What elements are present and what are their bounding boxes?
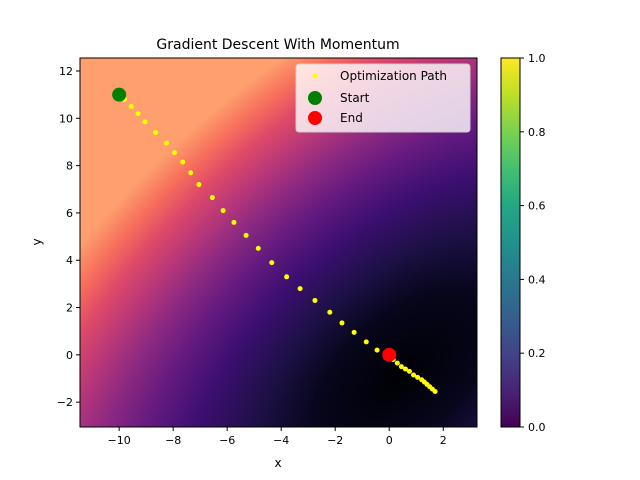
y-tick-label: 12 <box>59 65 73 78</box>
y-axis: −2 0 2 4 6 8 10 12 <box>57 65 80 409</box>
end-point <box>382 347 397 362</box>
y-tick-label: 4 <box>66 254 73 267</box>
path-point <box>394 360 400 366</box>
path-point <box>297 286 303 292</box>
x-tick-label: −6 <box>219 434 235 447</box>
legend-marker-end <box>308 111 322 125</box>
y-tick-label: 8 <box>66 160 73 173</box>
path-point <box>406 368 412 374</box>
x-axis-label: x <box>274 456 281 470</box>
legend-marker-path <box>312 73 318 79</box>
x-tick-label: −4 <box>273 434 289 447</box>
colorbar-tick-label: 0.4 <box>528 273 546 286</box>
path-point <box>180 159 186 165</box>
y-axis-label: y <box>30 238 44 245</box>
colorbar-tick-label: 1.0 <box>528 52 546 65</box>
path-point <box>142 119 148 125</box>
y-tick-label: 10 <box>59 112 73 125</box>
colorbar-tick-label: 0.0 <box>528 421 546 434</box>
colorbar-tick-label: 0.2 <box>528 347 546 360</box>
colorbar: 0.0 0.2 0.4 0.6 0.8 1.0 <box>500 52 546 434</box>
x-tick-label: −2 <box>327 434 343 447</box>
x-axis: −10 −8 −6 −4 −2 0 2 <box>108 427 447 447</box>
path-point <box>172 150 178 156</box>
legend-label-start: Start <box>340 91 370 105</box>
colorbar-tick-label: 0.8 <box>528 126 546 139</box>
path-point <box>196 182 202 188</box>
path-point <box>209 195 215 201</box>
path-point <box>220 208 226 214</box>
path-point <box>402 366 408 372</box>
y-tick-label: 6 <box>66 207 73 220</box>
legend: Optimization Path Start End <box>295 63 471 133</box>
y-tick-label: −2 <box>57 396 73 409</box>
path-point <box>255 245 261 251</box>
legend-box <box>295 63 471 133</box>
path-point <box>411 372 417 378</box>
y-tick-label: 2 <box>66 302 73 315</box>
y-tick-label: 0 <box>66 349 73 362</box>
path-point <box>398 364 404 370</box>
path-point <box>327 309 333 315</box>
legend-label-path: Optimization Path <box>340 69 447 83</box>
path-point <box>243 232 249 238</box>
plot-frame <box>79 57 478 428</box>
path-point <box>312 297 318 303</box>
x-tick-label: −8 <box>165 434 181 447</box>
path-point <box>363 339 369 345</box>
path-point <box>351 329 357 335</box>
path-point <box>135 111 141 117</box>
path-point <box>339 320 345 326</box>
path-point <box>188 170 194 176</box>
path-point <box>415 374 421 380</box>
legend-label-end: End <box>340 111 363 125</box>
colorbar-gradient <box>500 57 521 428</box>
path-point <box>231 219 237 225</box>
path-point <box>153 130 159 136</box>
path-point <box>374 347 380 353</box>
path-point <box>284 274 290 280</box>
x-tick-label: 0 <box>386 434 393 447</box>
x-tick-label: −10 <box>108 434 131 447</box>
x-tick-label: 2 <box>440 434 447 447</box>
path-point <box>269 260 275 266</box>
colorbar-ticks: 0.0 0.2 0.4 0.6 0.8 1.0 <box>520 52 546 434</box>
legend-marker-start <box>308 91 322 105</box>
path-point <box>163 140 169 146</box>
path-point <box>432 389 438 395</box>
start-point <box>112 87 127 102</box>
colorbar-tick-label: 0.6 <box>528 200 546 213</box>
path-point <box>128 103 134 109</box>
chart-title: Gradient Descent With Momentum <box>156 37 399 53</box>
